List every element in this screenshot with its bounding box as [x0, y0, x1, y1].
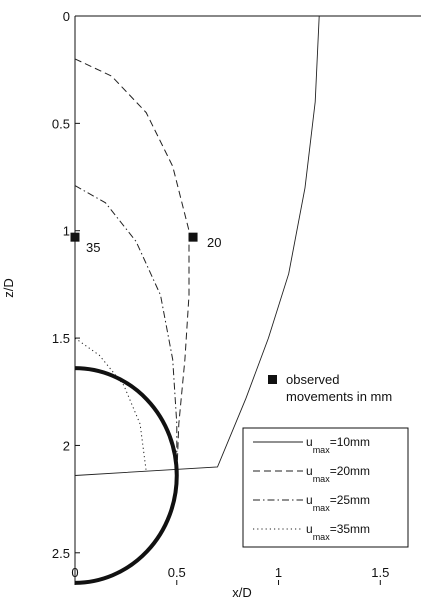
legend-entry-label: umax=10mm — [306, 435, 370, 455]
series-line-dotted — [74, 337, 147, 472]
observed-point-marker — [188, 232, 198, 242]
series-lines — [74, 15, 320, 476]
legend-entry-label: umax=20mm — [306, 464, 370, 484]
marker-legend: observed movements in mm — [268, 372, 392, 404]
series-line-solid — [74, 15, 320, 476]
y-tick-label: 2 — [63, 438, 70, 453]
observed-point-marker — [70, 232, 80, 242]
y-axis-title: z/D — [1, 278, 16, 298]
x-tick-label: 1 — [275, 565, 282, 580]
legend-box — [242, 427, 409, 548]
series-line-dashed — [74, 58, 190, 476]
axes — [74, 15, 421, 585]
tick-labels: 0 0.5 1 1.5 0 0.5 1 1.5 2 2.5 — [52, 9, 389, 585]
y-tick-label: 1 — [63, 224, 70, 239]
observed-point-label: 20 — [207, 235, 221, 250]
tunnel-outline — [74, 366, 179, 585]
y-tick-label: 1.5 — [52, 331, 70, 346]
x-tick-label: 1.5 — [371, 565, 389, 580]
tunnel-circle — [74, 366, 179, 585]
y-tick-label: 2.5 — [52, 546, 70, 561]
x-tick-label: 0.5 — [168, 565, 186, 580]
marker-legend-line2: movements in mm — [286, 389, 392, 404]
marker-legend-line1: observed — [286, 372, 339, 387]
y-tick-label: 0 — [63, 9, 70, 24]
series-line-dashdot — [74, 185, 178, 472]
marker-legend-square — [268, 375, 277, 384]
x-axis-title: x/D — [232, 585, 252, 600]
legend: umax=10mm umax=20mm umax=25mm umax=35mm — [242, 427, 409, 548]
x-tick-label: 0 — [71, 565, 78, 580]
y-tick-label: 0.5 — [52, 116, 70, 131]
legend-entry-label: umax=35mm — [306, 522, 370, 542]
observed-point-label: 35 — [86, 240, 100, 255]
legend-entry-label: umax=25mm — [306, 493, 370, 513]
observed-points: 35 20 — [70, 232, 222, 255]
